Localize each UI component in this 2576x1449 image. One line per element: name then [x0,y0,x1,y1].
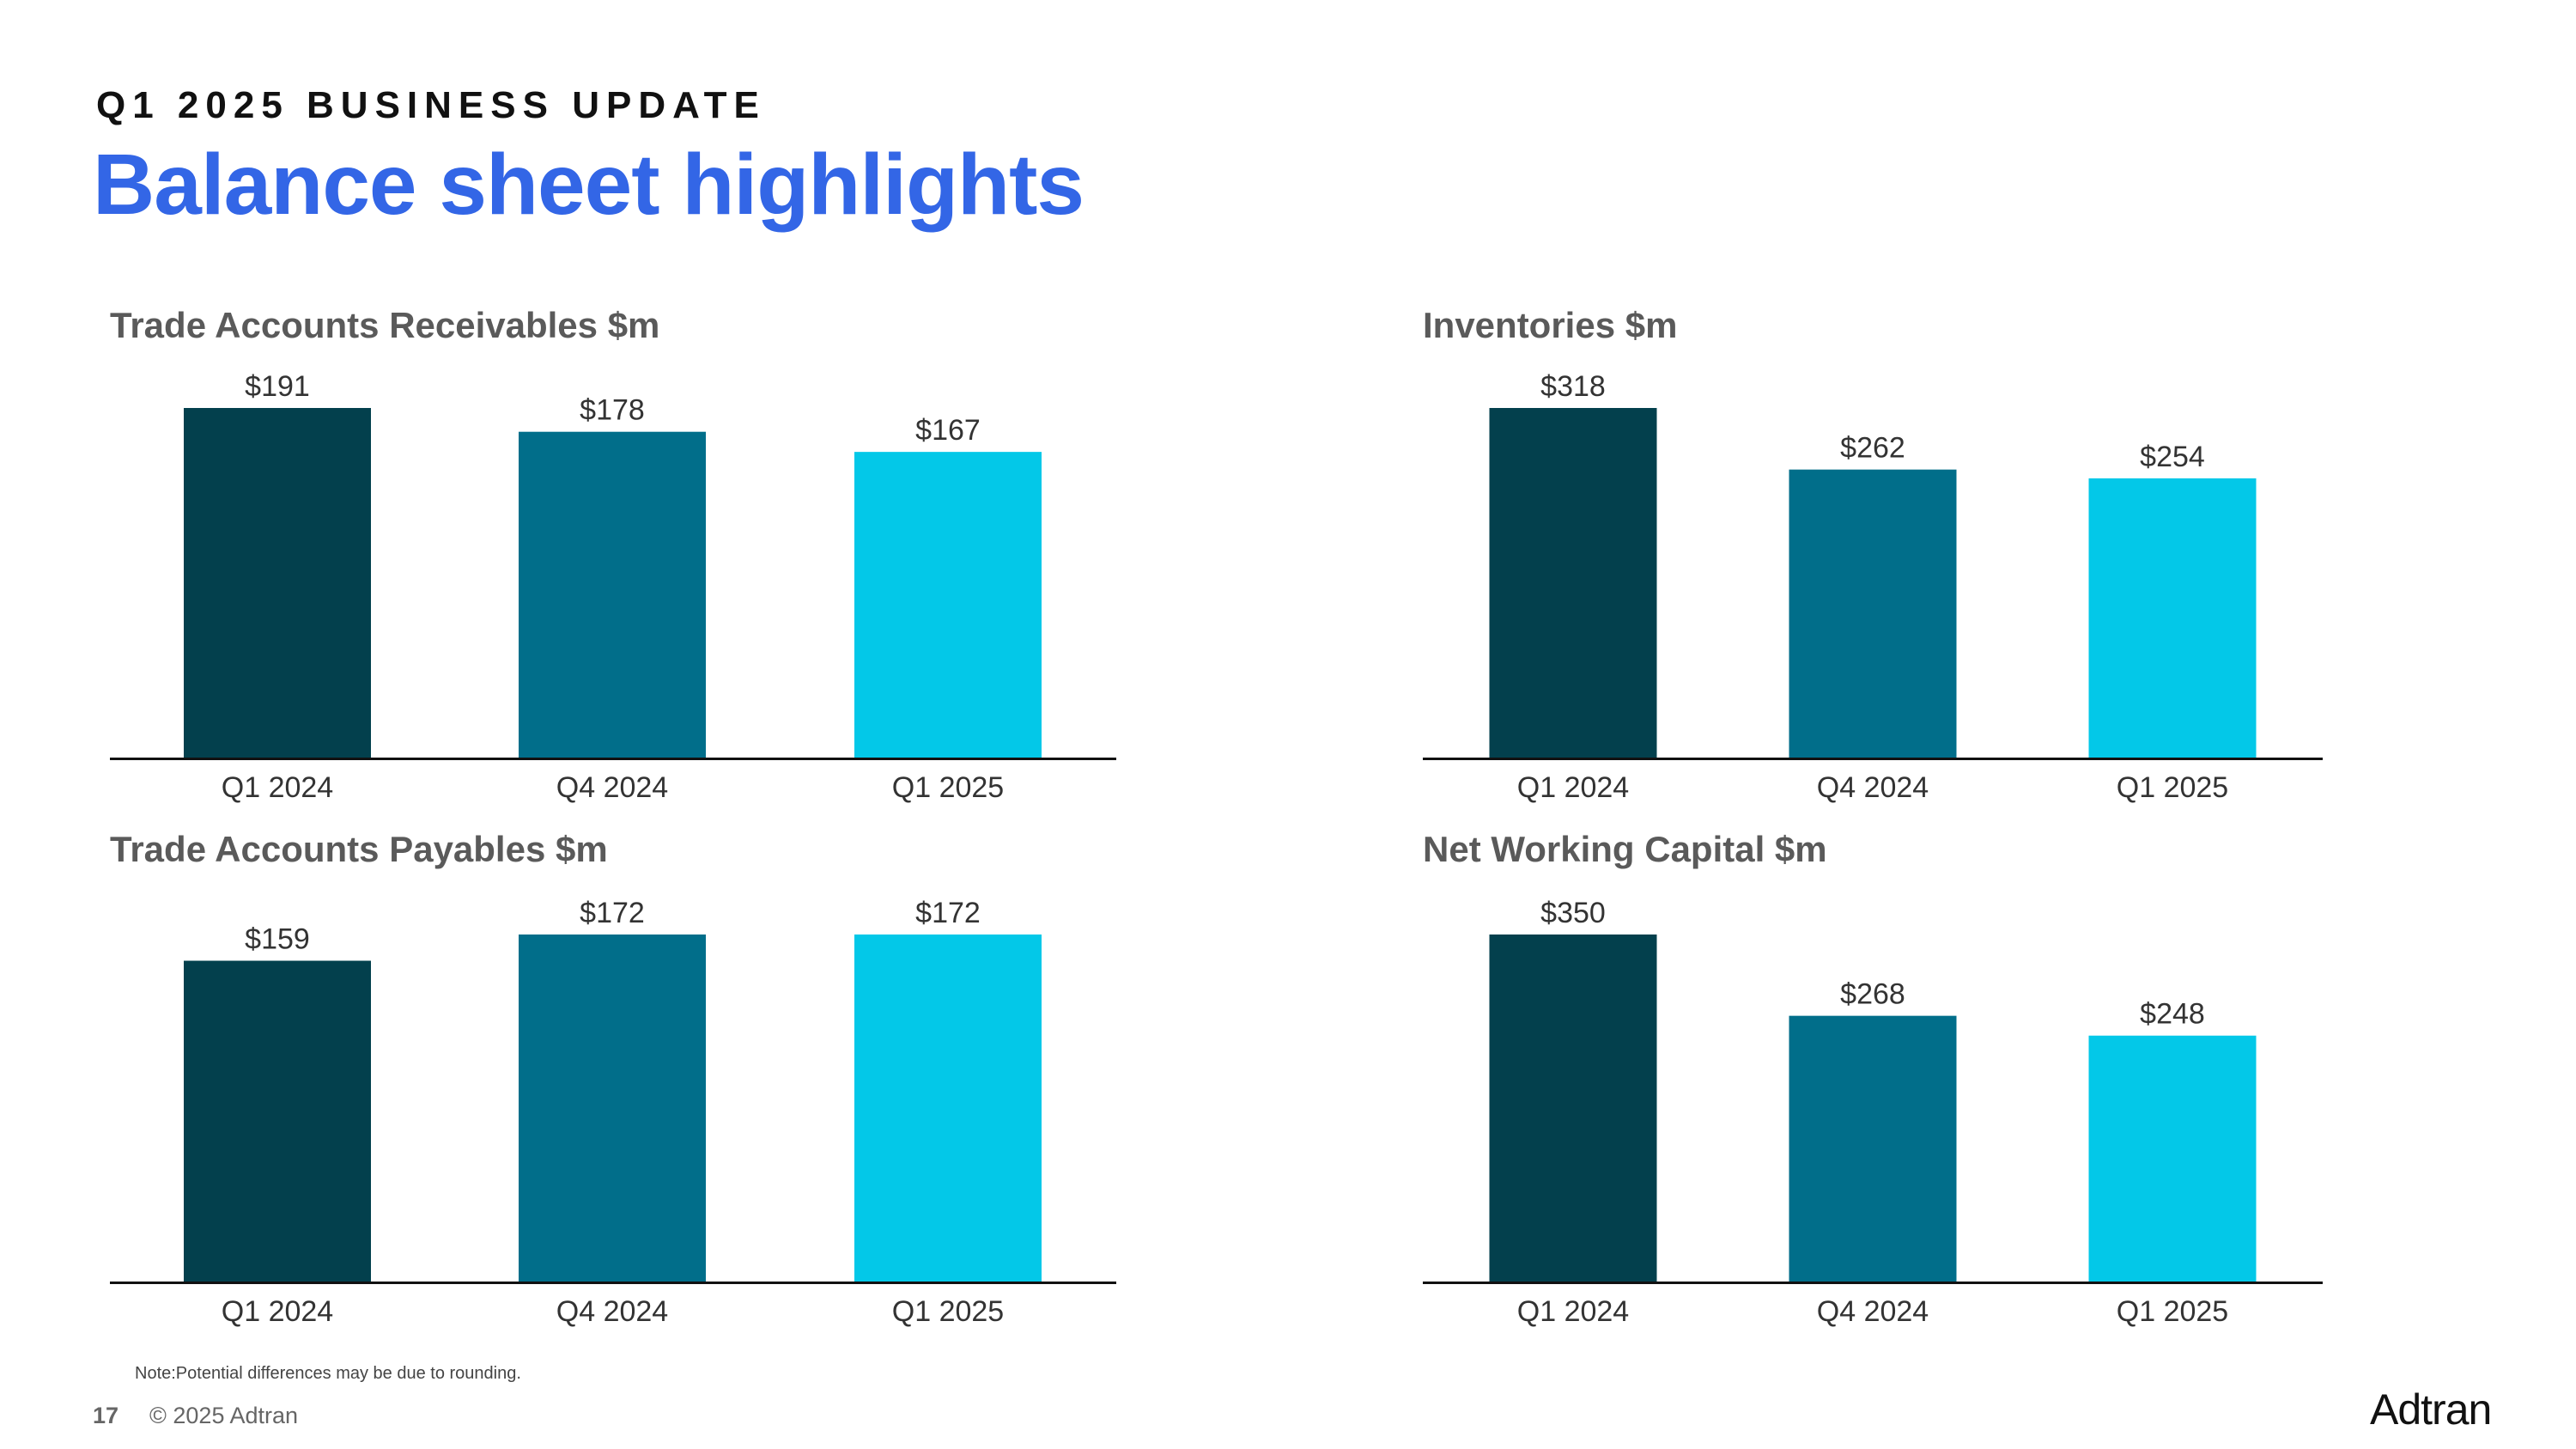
copyright: © 2025 Adtran [149,1403,299,1428]
chart-inventories: $318 Q1 2024 $262 Q4 2024 $254 Q1 2025 [1423,370,2323,804]
data-label: $191 [245,370,310,403]
chart-title-payables: Trade Accounts Payables $m [110,829,608,869]
page-title: Balance sheet highlights [93,137,1084,233]
bar-q1-2024 [184,408,371,758]
chart-title-receivables: Trade Accounts Receivables $m [110,305,660,345]
data-label: $318 [1540,370,1606,403]
x-tick-label: Q1 2025 [2117,1295,2228,1328]
x-tick-label: Q4 2024 [556,1295,668,1328]
rounding-note: Note:Potential differences may be due to… [135,1364,521,1383]
chart-title-inventories: Inventories $m [1423,305,1678,345]
section-eyebrow: Q1 2025 BUSINESS UPDATE [96,84,766,126]
data-label: $159 [245,923,310,956]
bar-q4-2024 [519,431,706,758]
x-tick-label: Q1 2024 [1517,771,1629,804]
data-label: $172 [915,897,981,929]
chart-payables: $159 Q1 2024 $172 Q4 2024 $172 Q1 2025 [110,897,1116,1328]
x-tick-label: Q1 2025 [2117,771,2228,804]
x-tick-label: Q4 2024 [1817,1295,1929,1328]
data-label: $178 [580,394,645,427]
data-label: $350 [1540,897,1606,929]
bar-q1-2024 [184,960,371,1282]
bar-q4-2024 [1789,1015,1957,1282]
data-label: $248 [2140,998,2205,1031]
bar-q1-2025 [2088,478,2257,758]
bar-q4-2024 [519,935,706,1282]
chart-title-net-working-capital: Net Working Capital $m [1423,829,1827,869]
data-label: $268 [1840,978,1905,1011]
x-tick-label: Q1 2025 [892,771,1004,804]
bar-q1-2024 [1489,408,1657,758]
adtran-logo: Adtran [2370,1385,2492,1434]
x-tick-label: Q1 2024 [222,1295,333,1328]
bar-q1-2024 [1489,935,1657,1282]
chart-net-working-capital: $350 Q1 2024 $268 Q4 2024 $248 Q1 2025 [1423,897,2323,1328]
data-label: $172 [580,897,645,929]
chart-receivables: $191 Q1 2024 $178 Q4 2024 $167 Q1 2025 [110,370,1116,804]
bar-q1-2025 [854,935,1042,1282]
bar-q1-2025 [854,452,1042,758]
x-tick-label: Q1 2024 [222,771,333,804]
bar-q4-2024 [1789,469,1957,758]
data-label: $167 [915,414,981,447]
data-label: $254 [2140,441,2205,473]
x-tick-label: Q1 2025 [892,1295,1004,1328]
bar-q1-2025 [2088,1035,2257,1282]
page-number: 17 [93,1403,119,1428]
x-tick-label: Q1 2024 [1517,1295,1629,1328]
x-tick-label: Q4 2024 [1817,771,1929,804]
x-tick-label: Q4 2024 [556,771,668,804]
data-label: $262 [1840,432,1905,465]
